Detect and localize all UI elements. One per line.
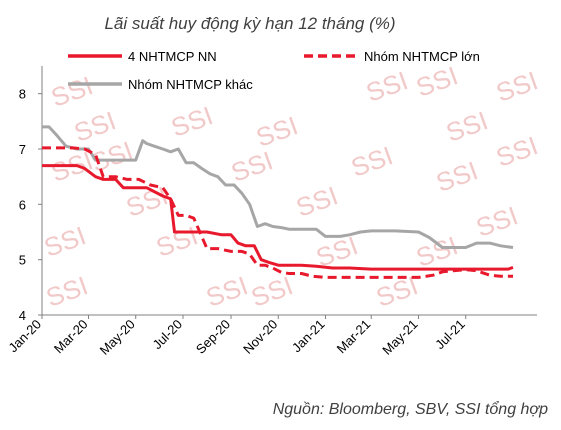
watermark-text: SSI: [442, 105, 492, 148]
chart-title: Lãi suất huy động kỳ hạn 12 tháng (%): [104, 14, 395, 33]
legend-label-4-nhtmcp-nn: 4 NHTMCP NN: [128, 49, 217, 64]
y-tick-label: 4: [19, 308, 26, 323]
watermark-text: SSI: [347, 140, 397, 183]
legend-label-nhom-nhtmcp-lon: Nhóm NHTMCP lớn: [364, 49, 480, 64]
y-tick-label: 7: [19, 142, 26, 157]
x-tick-label: Jul-21: [432, 317, 468, 353]
watermark-text: SSI: [247, 270, 297, 313]
watermark-text: SSI: [152, 220, 202, 263]
watermark-text: SSI: [412, 60, 462, 103]
y-tick-label: 5: [19, 253, 26, 268]
watermark-text: SSI: [42, 270, 92, 313]
watermark-text: SSI: [227, 145, 277, 188]
x-tick-label: Mar-20: [51, 317, 91, 357]
x-tick-label: May-20: [97, 317, 138, 358]
watermark-text: SSI: [167, 100, 217, 143]
x-tick-label: Mar-21: [334, 317, 374, 357]
watermark-text: SSI: [472, 200, 522, 243]
watermark-text: SSI: [412, 230, 462, 273]
watermark-text: SSI: [292, 180, 342, 223]
series-line-nh-m-nhtmcp-kh-c: [42, 125, 514, 249]
legend: 4 NHTMCP NN Nhóm NHTMCP lớn Nhóm NHTMCP …: [68, 49, 480, 92]
series-layer: [42, 125, 514, 279]
x-tick-label: Jul-20: [149, 317, 185, 353]
watermark-text: SSI: [492, 130, 542, 173]
x-tick-label: Nov-20: [240, 317, 280, 357]
series-line-nh-m-nhtmcp-l-n: [42, 146, 513, 279]
series-line-4-nhtmcp-nn: [42, 164, 514, 271]
watermark-text: SSI: [47, 70, 97, 113]
x-tick-label: Jan-21: [289, 317, 328, 356]
y-tick-label: 8: [19, 87, 26, 102]
x-tick-label: Sep-20: [193, 317, 233, 357]
watermark-text: SSI: [40, 220, 90, 263]
source-note: Nguồn: Bloomberg, SBV, SSI tổng hợp: [273, 400, 548, 418]
x-tick-label: May-21: [379, 317, 420, 358]
watermark-text: SSI: [202, 270, 252, 313]
y-tick-label: 6: [19, 197, 26, 212]
watermark-text: SSI: [492, 65, 542, 108]
watermark-text: SSI: [252, 110, 302, 153]
watermark-text: SSI: [432, 155, 482, 198]
y-axis-ticks: 4 5 6 7 8: [19, 87, 42, 323]
x-axis-ticks: Jan-20 Mar-20 May-20 Jul-20 Sep-20 Nov-20 Jan-…: [5, 315, 468, 358]
legend-label-nhom-nhtmcp-khac: Nhóm NHTMCP khác: [128, 77, 253, 92]
watermark-text: SSI: [362, 65, 412, 108]
